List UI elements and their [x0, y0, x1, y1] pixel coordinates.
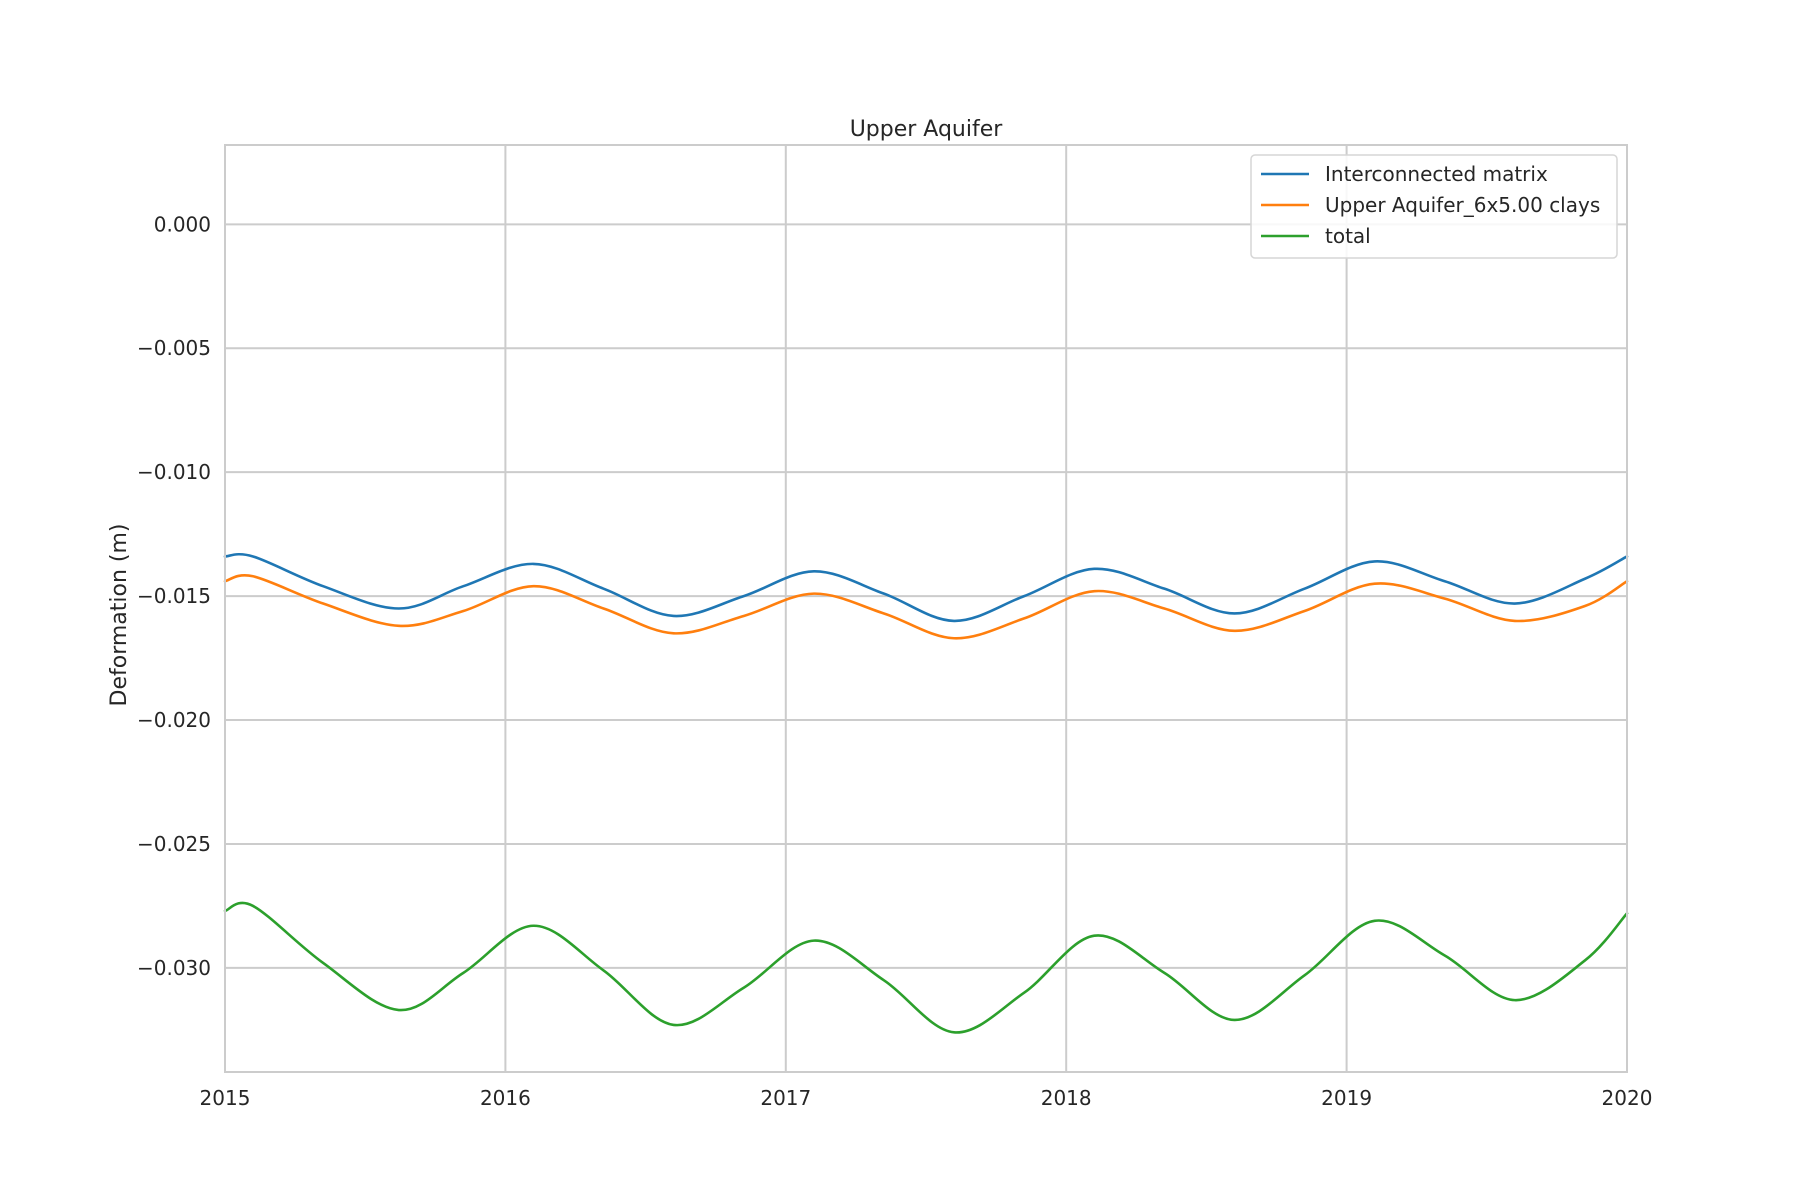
- series-line-2: [223, 574, 1629, 640]
- y-axis-label: Deformation (m): [107, 524, 132, 707]
- y-tick-label: 0.000: [154, 212, 211, 236]
- series-layer: [223, 552, 1629, 1034]
- y-tick-label: −0.020: [137, 708, 211, 732]
- x-tick-label: 2020: [1602, 1086, 1653, 1110]
- tick-labels: 2015 2016 2017 2018 2019 2020 0.000 −0.005 −0.01…: [137, 212, 1652, 1110]
- legend: Interconnected matrix Upper Aquifer_6x5.0…: [1250, 154, 1618, 259]
- legend-label: Upper Aquifer_6x5.00 clays: [1325, 193, 1600, 217]
- y-tick-label: −0.005: [137, 336, 211, 360]
- x-tick-label: 2019: [1321, 1086, 1372, 1110]
- y-tick-label: −0.015: [137, 584, 211, 608]
- legend-label: total: [1325, 224, 1371, 248]
- chart-title: Upper Aquifer: [850, 117, 1004, 142]
- plot-frame: [224, 144, 1628, 1073]
- series-line-1: [223, 552, 1629, 623]
- y-tick-label: −0.025: [137, 832, 211, 856]
- x-tick-label: 2018: [1041, 1086, 1092, 1110]
- series-line-3: [223, 901, 1629, 1034]
- grid: [224, 145, 1628, 1072]
- legend-box: [1250, 154, 1618, 259]
- legend-label: Interconnected matrix: [1325, 162, 1548, 186]
- y-tick-label: −0.030: [137, 956, 211, 980]
- y-tick-label: −0.010: [137, 460, 211, 484]
- x-tick-label: 2017: [760, 1086, 811, 1110]
- x-tick-label: 2015: [200, 1086, 251, 1110]
- x-tick-label: 2016: [480, 1086, 531, 1110]
